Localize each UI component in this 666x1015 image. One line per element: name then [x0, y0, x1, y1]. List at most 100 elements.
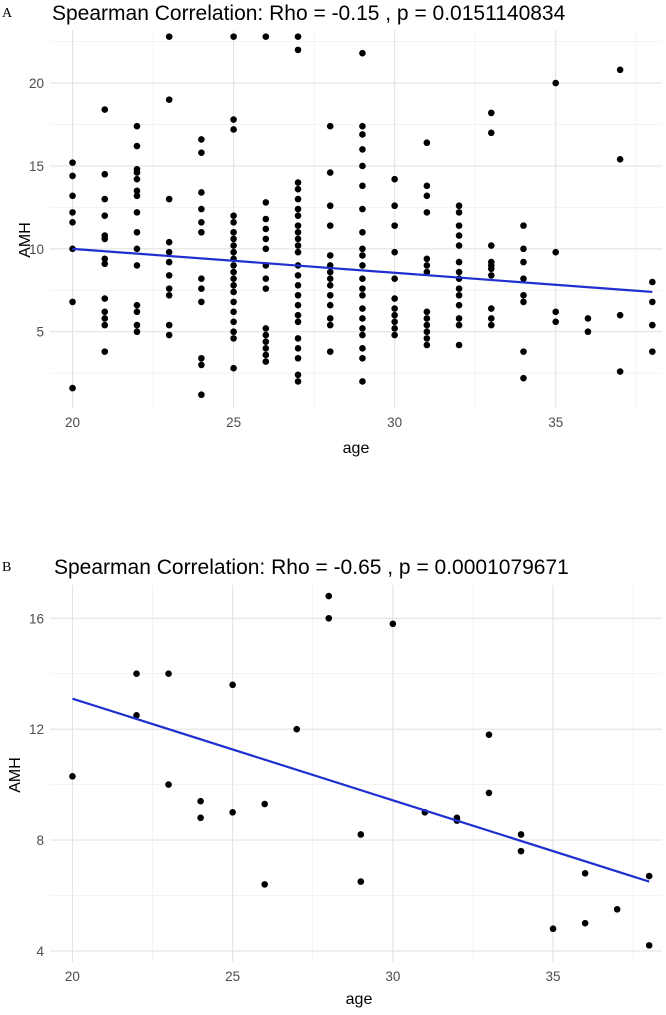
panel-a-data-point	[165, 331, 173, 339]
panel-a-data-point	[198, 275, 205, 282]
panel-a-data-point	[423, 328, 431, 336]
panel-a-data-point	[165, 272, 173, 279]
panel-a-data-point	[487, 109, 495, 117]
panel-a-data-point	[423, 308, 431, 316]
panel-a-data-point	[69, 219, 76, 226]
panel-a-data-point	[133, 228, 141, 236]
panel-a-data-point	[262, 225, 270, 233]
panel-a-data-point	[230, 298, 237, 306]
panel-a-data-point	[165, 285, 173, 292]
panel-a-data-point	[133, 209, 141, 216]
panel-a-data-point	[294, 235, 302, 243]
panel-a-data-point	[262, 325, 270, 332]
panel-a-data-point	[165, 96, 173, 103]
panel-b-data-point	[165, 670, 172, 678]
panel-a-data-point	[198, 228, 205, 236]
panel-a-data-point	[455, 268, 463, 276]
panel-a-data-point	[391, 318, 398, 326]
panel-a-data-point	[69, 159, 76, 166]
panel-a-data-point	[455, 209, 463, 216]
panel-a-x-tick-label: 20	[65, 415, 80, 430]
panel-a-data-point	[294, 345, 302, 352]
panel-b-data-point	[325, 614, 333, 622]
panel-b-data-point	[165, 781, 172, 788]
panel-a-data-point	[230, 228, 237, 236]
panel-a-x-tick-label: 35	[548, 415, 563, 430]
panel-a-data-point	[262, 358, 270, 365]
panel-a-data-point	[359, 262, 366, 269]
panel-a-data-point	[423, 139, 431, 147]
panel-b-plot-area: 20 25 30 35 4 8 12 16	[29, 585, 662, 984]
panel-a-data-point	[455, 242, 463, 249]
panel-a-data-point	[198, 391, 205, 399]
panel-a-data-point	[326, 348, 334, 355]
panel-a-data-point	[487, 265, 495, 273]
panel-a-data-point	[326, 275, 334, 282]
panel-a-data-point	[487, 242, 495, 249]
panel-a-data-point	[230, 328, 237, 336]
panel-a-data-point	[165, 321, 173, 329]
panel-a-data-point	[198, 205, 205, 213]
panel-a-y-tick-label: 10	[29, 242, 44, 257]
panel-a-data-point	[69, 192, 76, 200]
panel-a-data-point	[101, 195, 109, 203]
panel-a-data-point	[230, 308, 237, 316]
panel-a-data-point	[101, 235, 109, 243]
panel-a-data-point	[359, 49, 366, 57]
panel-b-y-tick-label: 4	[36, 944, 44, 959]
panel-a-data-point	[198, 285, 205, 292]
panel-a-data-point	[359, 275, 366, 282]
panel-a-data-point	[584, 315, 592, 322]
panel-a-data-point	[359, 182, 366, 190]
panel-a-data-point	[230, 364, 237, 372]
panel-a-data-point	[520, 258, 527, 266]
panel-a-data-point	[230, 335, 237, 342]
panel-a-data-point	[133, 175, 141, 183]
panel-b-data-point	[581, 869, 589, 877]
panel-a-data-point	[455, 341, 463, 349]
panel-a-data-point	[326, 315, 334, 322]
panel-a-trend-line	[72, 247, 653, 294]
panel-a-data-point	[294, 46, 302, 54]
panel-a-data-point	[294, 354, 302, 362]
panel-a-data-point	[294, 291, 302, 299]
panel-a-data-point	[616, 311, 624, 319]
panel-b-data-point	[645, 942, 653, 949]
panel-a-data-point	[165, 33, 173, 40]
panel-a-data-point	[294, 272, 302, 279]
panel-a-data-point	[294, 318, 302, 326]
panel-b-data-point	[357, 831, 365, 838]
panel-a-data-point	[294, 228, 302, 236]
panel-a-data-point	[487, 321, 495, 329]
panel-a-data-point	[165, 291, 173, 299]
panel-a-data-point	[391, 202, 398, 210]
panel-a-data-point	[326, 202, 334, 210]
panel-a-data-point	[326, 321, 334, 329]
panel-b-y-tick-label: 12	[29, 722, 44, 737]
panel-a-data-point	[262, 285, 270, 292]
panel-a-data-point	[230, 116, 237, 123]
panel-a-data-point	[262, 245, 270, 253]
panel-b-data-point	[325, 592, 333, 600]
panel-a-data-point	[423, 209, 431, 216]
panel-a-data-point	[649, 298, 656, 306]
panel-a-data-point	[520, 222, 527, 229]
panel-a-data-point	[294, 222, 302, 229]
panel-a-data-point	[230, 318, 237, 326]
panel-b-data-point	[261, 881, 268, 888]
panel-a-data-point	[101, 170, 109, 178]
panel-a-data-point	[230, 219, 237, 226]
panel-a-data-point	[262, 235, 270, 243]
panel-a-data-point	[359, 378, 366, 385]
panel-a-data-point	[391, 275, 398, 282]
panel-a-data-point	[455, 321, 463, 329]
panel-a-data-point	[230, 248, 237, 256]
panel-a-data-point	[262, 275, 270, 282]
panel-a-data-point	[455, 222, 463, 229]
panel-a-data-point	[552, 248, 560, 256]
panel-a-data-point	[198, 149, 205, 156]
panel-a-data-point	[133, 122, 141, 130]
panel-a-data-point	[101, 348, 109, 355]
panel-a-data-point	[230, 242, 237, 249]
